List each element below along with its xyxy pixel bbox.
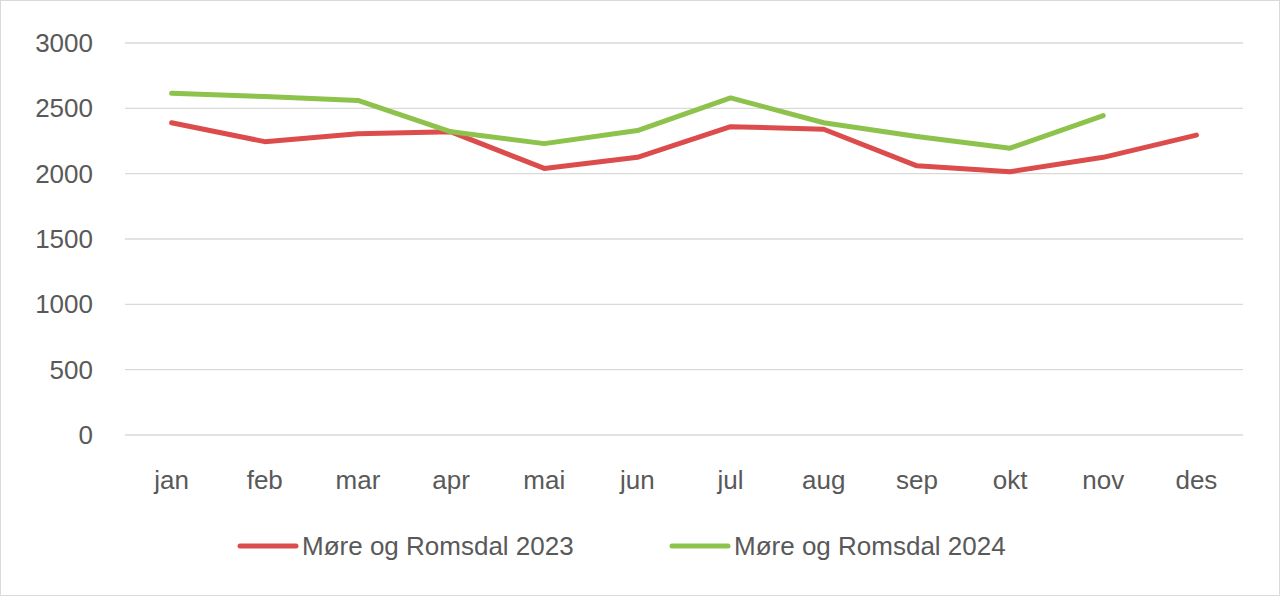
- x-tick-label: jan: [153, 465, 189, 495]
- y-tick-label: 0: [79, 420, 93, 450]
- x-tick-label: mai: [523, 465, 565, 495]
- grid-line: [125, 42, 1243, 43]
- y-tick-label: 500: [50, 355, 93, 385]
- x-tick-label: mar: [336, 465, 381, 495]
- x-tick-label: nov: [1082, 465, 1124, 495]
- x-tick-label: jul: [717, 465, 744, 495]
- grid-line: [125, 108, 1243, 109]
- grid-line: [125, 173, 1243, 174]
- x-tick-label: jun: [619, 465, 655, 495]
- y-tick-label: 1500: [35, 224, 93, 254]
- chart-container: 0 500 1000 1500 2000 2500 3000 jan feb mar apr mai j…: [0, 0, 1280, 596]
- legend-label: Møre og Romsdal 2024: [734, 531, 1006, 561]
- y-tick-label: 1000: [35, 289, 93, 319]
- grid-line: [125, 238, 1243, 239]
- x-tick-label: feb: [247, 465, 283, 495]
- series-line: [172, 123, 1197, 172]
- legend-swatch: [240, 544, 296, 549]
- chart: 0 500 1000 1500 2000 2500 3000 jan feb mar apr mai j…: [0, 0, 1280, 596]
- x-tick-label: aug: [802, 465, 845, 495]
- x-tick-label: sep: [896, 465, 938, 495]
- legend-label: Møre og Romsdal 2023: [302, 531, 574, 561]
- grid-line: [125, 304, 1243, 305]
- grid-line: [125, 369, 1243, 370]
- legend-swatch: [672, 544, 728, 549]
- x-tick-label: okt: [993, 465, 1028, 495]
- x-tick-label: des: [1175, 465, 1217, 495]
- y-tick-label: 3000: [35, 28, 93, 58]
- grid-line: [125, 434, 1243, 435]
- y-tick-label: 2000: [35, 159, 93, 189]
- y-tick-label: 2500: [35, 93, 93, 123]
- series-line: [172, 93, 1104, 148]
- plot-area: [172, 93, 1197, 171]
- x-tick-label: apr: [432, 465, 470, 495]
- chart-frame: [1, 1, 1280, 596]
